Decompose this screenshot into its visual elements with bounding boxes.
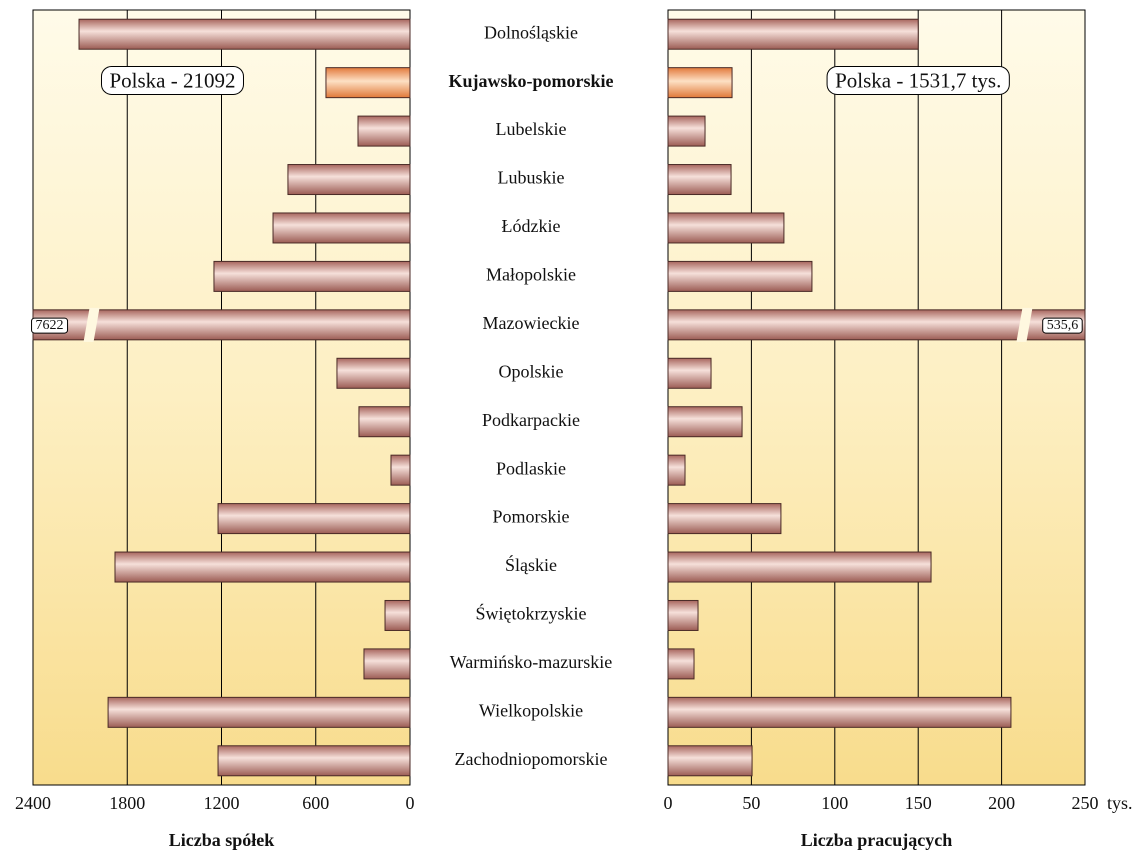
category-label: Łódzkie (502, 216, 561, 236)
category-label: Lubuskie (498, 168, 565, 188)
plot-border (32, 9, 411, 786)
bar (667, 67, 733, 99)
bar (667, 212, 785, 244)
axis-break (83, 307, 100, 342)
value-label: 535,6 (1047, 318, 1079, 333)
bar (213, 260, 411, 292)
bar (358, 406, 411, 438)
bar (667, 115, 706, 147)
category-label: Wielkopolskie (479, 700, 583, 720)
axis-break (1016, 307, 1033, 342)
bar (667, 357, 712, 389)
bar (667, 18, 919, 50)
category-label: Podkarpackie (482, 410, 580, 430)
x-tick-label: 0 (406, 793, 415, 813)
value-label: 7622 (36, 318, 64, 333)
value-label-box (31, 317, 69, 334)
category-label: Dolnośląskie (484, 22, 578, 42)
plot-border (667, 9, 1086, 786)
x-tick-label: 600 (302, 793, 329, 813)
bar (667, 406, 743, 438)
x-axis-title: Liczba spółek (169, 830, 275, 850)
annotation: Polska - 21092 (109, 68, 235, 92)
bar (390, 454, 411, 486)
category-label: Zachodniopomorskie (455, 749, 608, 769)
bar (667, 599, 699, 631)
bar (667, 164, 732, 196)
bar (667, 745, 753, 777)
bar (272, 212, 411, 244)
bar (363, 648, 411, 680)
category-label: Małopolskie (486, 265, 576, 285)
x-unit: tys. (1107, 793, 1133, 813)
bar (667, 309, 1086, 341)
bar (667, 648, 695, 680)
bar (336, 357, 411, 389)
x-tick-label: 1800 (109, 793, 145, 813)
value-label-box (1042, 317, 1083, 334)
bar (287, 164, 411, 196)
x-tick-label: 1200 (204, 793, 240, 813)
x-tick-label: 0 (664, 793, 673, 813)
annotation: Polska - 1531,7 tys. (835, 68, 1001, 92)
x-tick-label: 50 (742, 793, 760, 813)
category-label: Śląskie (505, 554, 557, 575)
x-tick-label: 100 (821, 793, 848, 813)
bar (357, 115, 411, 147)
bar (114, 551, 411, 583)
plot-background (668, 10, 1085, 785)
category-label: Lubelskie (496, 119, 567, 139)
x-tick-label: 150 (905, 793, 932, 813)
category-label: Opolskie (499, 361, 564, 381)
bar (667, 260, 813, 292)
annotation-box (100, 65, 244, 95)
category-label: Mazowieckie (483, 313, 580, 333)
category-label: Świętokrzyskie (476, 603, 587, 624)
bar (667, 551, 932, 583)
bar (217, 745, 411, 777)
bar (384, 599, 411, 631)
bar (217, 503, 411, 535)
x-tick-label: 200 (988, 793, 1015, 813)
category-label: Pomorskie (492, 507, 569, 527)
bar (107, 696, 411, 728)
category-label: Podlaskie (496, 458, 566, 478)
annotation-box (826, 65, 1010, 95)
bar (325, 67, 411, 99)
x-tick-label: 2400 (15, 793, 51, 813)
bar (667, 503, 782, 535)
bar (667, 696, 1012, 728)
category-label: Warmińsko-mazurskie (450, 652, 613, 672)
bar (667, 454, 686, 486)
x-tick-label: 250 (1072, 793, 1099, 813)
x-axis-title: Liczba pracujących (801, 830, 952, 850)
category-label: Kujawsko-pomorskie (448, 71, 613, 91)
bar (78, 18, 411, 50)
